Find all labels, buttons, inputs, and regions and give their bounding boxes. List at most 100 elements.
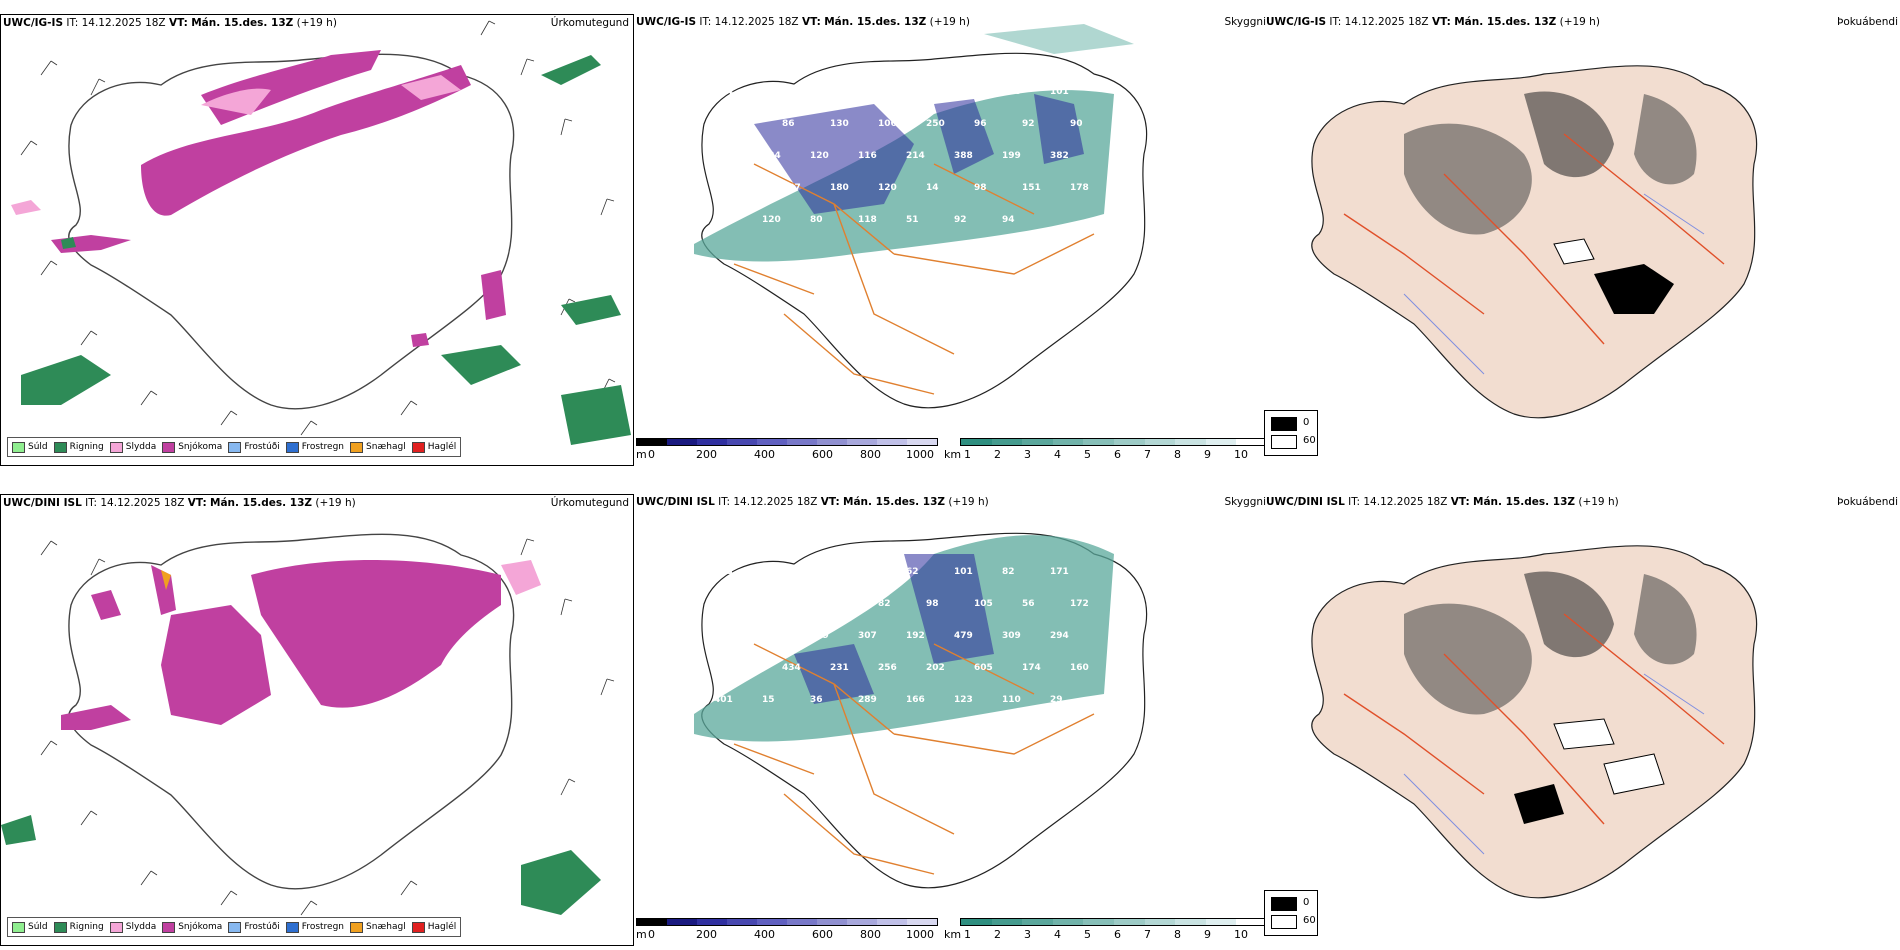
km-tick: 2	[994, 448, 1001, 461]
cloud-title-bottom: Skyggni	[1224, 496, 1267, 508]
height-unit: m	[636, 928, 647, 941]
legend-item: Haglél	[411, 441, 456, 453]
cloud-height-label: 101	[954, 567, 973, 577]
wind-barbs	[40, 538, 615, 916]
cloud-height-label: 80	[810, 215, 823, 225]
km-tick: 10	[1234, 448, 1248, 461]
cloud-height-label: 29	[1050, 695, 1063, 705]
cloud-height-label: 92	[1022, 119, 1035, 129]
cloud-height-label: 192	[906, 631, 925, 641]
cloud-numbers-top: 844 174 138 109 118 165 138 101 102 86 130 106 250 96…	[714, 87, 1089, 225]
legend-item: Frostregn	[285, 441, 344, 453]
cloud-panel-bottom: 133 137 100 56 62 101 82 171 139 113 103 82 98 105 56 1…	[634, 494, 1268, 944]
fog-legend-bottom: 0 60	[1264, 890, 1318, 936]
cloud-height-label: 113	[782, 599, 801, 609]
km-unit: km	[944, 448, 962, 461]
cloud-height-label: 434	[782, 663, 801, 673]
legend-item: Súld	[12, 921, 48, 933]
height-tick: 200	[696, 928, 717, 941]
cloud-height-label: 94	[1002, 215, 1015, 225]
cloud-height-label: 138	[810, 87, 829, 97]
cloud-map-top: 844 174 138 109 118 165 138 101 102 86 130 106 250 96…	[694, 24, 1148, 409]
height-tick: 0	[648, 448, 655, 461]
cloud-height-label: 102	[734, 119, 753, 129]
cloud-height-label: 401	[714, 695, 733, 705]
km-tick: 6	[1114, 928, 1121, 941]
header-bottom-cloud: UWC/DINI ISL IT: 14.12.2025 18Z VT: Mán.…	[636, 496, 989, 508]
cloud-height-label: 139	[734, 599, 753, 609]
cloud-height-label: 225	[762, 631, 781, 641]
km-tick: 1	[964, 448, 971, 461]
cloud-height-label: 479	[954, 631, 973, 641]
cloud-height-label: 307	[858, 631, 877, 641]
precip-title-bottom: Úrkomutegund	[550, 497, 629, 509]
height-tick: 1000	[906, 448, 934, 461]
km-tick: 3	[1024, 928, 1031, 941]
height-tick: 400	[754, 928, 775, 941]
height-unit: m	[636, 448, 647, 461]
cloud-height-label: 109	[858, 87, 877, 97]
cloud-height-label: 90	[1070, 119, 1083, 129]
cloud-height-label: 237	[714, 151, 733, 161]
cloud-height-label: 172	[1070, 599, 1089, 609]
fog-title-bottom: Þokuábendi	[1837, 496, 1898, 508]
fog-legend-low: 0	[1303, 897, 1310, 908]
cloud-height-label: 137	[762, 567, 781, 577]
km-tick: 1	[964, 928, 971, 941]
cloud-height-label: 166	[906, 695, 925, 705]
cloud-height-label: 56	[1022, 599, 1035, 609]
wind-barbs	[20, 20, 616, 436]
km-tick: 3	[1024, 448, 1031, 461]
height-tick: 600	[812, 928, 833, 941]
cloud-height-label: 92	[954, 215, 967, 225]
precip-legend-top: Súld Rigning Slydda Snjókoma Frostúði Fr…	[7, 437, 462, 457]
fog-legend-high: 60	[1303, 435, 1316, 446]
fog-map-bottom	[1311, 545, 1758, 899]
cloud-height-label: 180	[830, 183, 849, 193]
height-tick: 400	[754, 448, 775, 461]
header-top-fog: UWC/IG-IS IT: 14.12.2025 18Z VT: Mán. 15…	[1266, 16, 1600, 28]
cloud-height-label: 382	[1050, 151, 1069, 161]
cloud-height-label: 110	[1002, 695, 1021, 705]
cloud-height-label: 605	[974, 663, 993, 673]
cloud-height-label: 186	[714, 215, 733, 225]
precip-map-bottom	[1, 533, 615, 916]
legend-item: Frostúði	[228, 441, 280, 453]
legend-item: Slydda	[109, 921, 156, 933]
cloud-height-label: 62	[906, 567, 919, 577]
km-tick: 4	[1054, 928, 1061, 941]
precip-map-top	[11, 20, 631, 445]
cloud-height-label: 294	[1050, 631, 1069, 641]
cloud-height-label: 105	[974, 599, 993, 609]
cloud-numbers-bottom: 133 137 100 56 62 101 82 171 139 113 103 82 98 105 56 1…	[714, 567, 1089, 705]
cloud-height-label: 199	[1002, 151, 1021, 161]
cloud-height-label: 118	[858, 215, 877, 225]
cloud-height-label: 116	[858, 151, 877, 161]
cloud-height-label: 120	[810, 151, 829, 161]
fog-title-top: Þokuábendi	[1837, 16, 1898, 28]
km-tick: 8	[1174, 928, 1181, 941]
legend-item: Rigning	[53, 441, 104, 453]
legend-item: Snjókoma	[162, 441, 222, 453]
km-tick: 4	[1054, 448, 1061, 461]
km-colorbar-bottom	[960, 918, 1268, 926]
cloud-height-label: 86	[782, 119, 795, 129]
cloud-height-label: 137	[782, 183, 801, 193]
cloud-height-label: 15	[762, 695, 775, 705]
fog-panel-top: 0 60 UWC/IG-IS IT: 14.12.2025 18Z VT: Má…	[1264, 14, 1900, 464]
cloud-map-bottom: 133 137 100 56 62 101 82 171 139 113 103 82 98 105 56 1…	[694, 532, 1148, 889]
cloud-height-label: 133	[714, 567, 733, 577]
cloud-height-label: 309	[1002, 631, 1021, 641]
fog-map-top	[1311, 65, 1758, 419]
cloud-height-label: 103	[830, 599, 849, 609]
height-tick: 1000	[906, 928, 934, 941]
cloud-height-label: 123	[954, 695, 973, 705]
legend-item: Súld	[12, 441, 48, 453]
cloud-height-label: 178	[1070, 183, 1089, 193]
km-tick: 5	[1084, 928, 1091, 941]
km-tick: 9	[1204, 928, 1211, 941]
cloud-height-label: 36	[810, 695, 823, 705]
fog-legend-low: 0	[1303, 417, 1310, 428]
cloud-height-label: 56	[858, 567, 871, 577]
cloud-height-label: 179	[810, 631, 829, 641]
